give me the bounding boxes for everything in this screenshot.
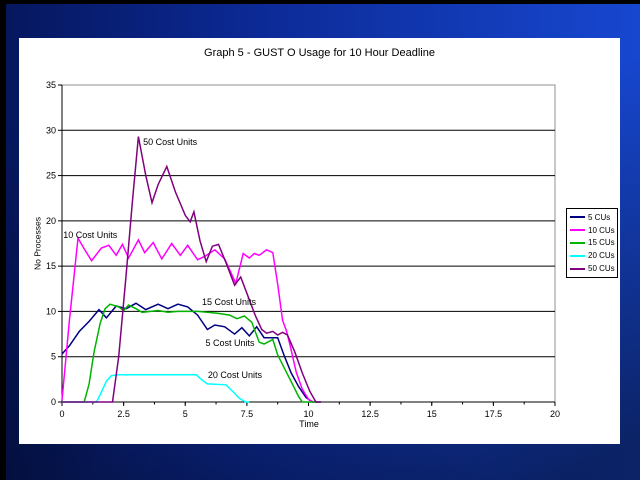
y-tick-label: 25 [46, 171, 56, 181]
legend-line-swatch [570, 229, 585, 232]
x-tick-label: 17.5 [485, 409, 503, 419]
y-tick-label: 10 [46, 306, 56, 316]
legend-label: 10 CUs [588, 225, 615, 235]
x-axis-title: Time [299, 419, 319, 429]
x-tick-label: 12.5 [361, 409, 379, 419]
legend-line-swatch [570, 254, 585, 257]
legend-label: 20 CUs [588, 251, 615, 261]
y-axis-title: No Processes [32, 217, 43, 270]
series-annotation: 50 Cost Units [143, 136, 198, 147]
x-tick-label: 7.5 [241, 409, 254, 419]
series-line-20-cus [62, 374, 250, 403]
legend-line-swatch [570, 267, 585, 270]
series-annotation: 20 Cost Units [207, 370, 262, 381]
legend: 5 CUs 10 CUs 15 CUs 20 CUs 50 CUs [566, 208, 618, 278]
chart-title: Graph 5 - GUST O Usage for 10 Hour Deadl… [204, 47, 435, 59]
legend-item: 5 CUs [570, 213, 617, 222]
series-line-50-cus [62, 136, 321, 403]
legend-item: 10 CUs [570, 226, 617, 235]
series-annotation: 10 Cost Units [63, 229, 118, 240]
legend-item: 20 CUs [570, 251, 617, 260]
legend-label: 5 CUs [588, 212, 611, 222]
legend-line-swatch [570, 241, 585, 244]
y-tick-label: 0 [51, 397, 56, 407]
legend-line-swatch [570, 216, 585, 219]
series-line-15-cus [62, 303, 321, 403]
legend-label: 15 CUs [588, 238, 615, 248]
y-tick-label: 15 [46, 261, 56, 271]
x-tick-label: 15 [427, 409, 437, 419]
y-tick-label: 20 [46, 216, 56, 226]
x-tick-label: 0 [59, 409, 64, 419]
series-annotation: 5 Cost Units [205, 337, 255, 348]
x-tick-label: 5 [183, 409, 188, 419]
y-tick-label: 35 [46, 80, 56, 90]
y-tick-label: 5 [51, 352, 56, 362]
x-tick-label: 20 [550, 409, 560, 419]
series-annotation: 15 Cost Units [202, 296, 257, 307]
x-tick-label: 10 [303, 409, 313, 419]
x-tick-label: 2.5 [117, 409, 130, 419]
chart-canvas: Graph 5 - GUST O Usage for 10 Hour Deadl… [19, 38, 620, 444]
legend-label: 50 CUs [588, 264, 615, 274]
legend-item: 15 CUs [570, 238, 617, 247]
legend-item: 50 CUs [570, 264, 617, 273]
series-line-5-cus [61, 302, 321, 403]
y-tick-label: 30 [46, 125, 56, 135]
line-chart: 0 5 10 15 20 25 30 35 0 2.5 5 7.5 10 12.5 15 17.5 20 [46, 80, 560, 419]
